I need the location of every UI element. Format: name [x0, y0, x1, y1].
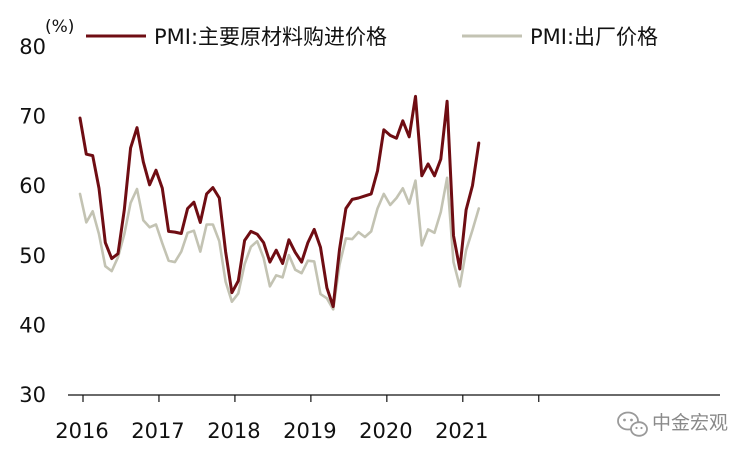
legend: PMI:主要原材料购进价格 PMI:出厂价格: [86, 25, 658, 49]
y-tick-label: 50: [19, 244, 46, 268]
y-tick-label: 80: [19, 35, 46, 59]
x-tick-label: 2020: [359, 419, 412, 443]
x-tick-label: 2016: [55, 419, 108, 443]
x-tick-label: 2017: [131, 419, 184, 443]
y-axis: 30 40 50 60 70 80: [19, 35, 46, 407]
series-line-input-price: [78, 94, 481, 309]
legend-label: PMI:出厂价格: [530, 25, 658, 49]
series-line-output-price: [78, 176, 481, 311]
y-tick-label: 40: [19, 313, 46, 337]
y-tick-label: 30: [19, 383, 46, 407]
wechat-icon: [617, 411, 648, 437]
legend-label: PMI:主要原材料购进价格: [154, 25, 387, 49]
watermark: 中金宏观: [617, 411, 728, 437]
y-tick-label: 60: [19, 174, 46, 198]
x-tick-label: 2018: [207, 419, 260, 443]
x-axis: 2016 2017 2018 2019 2020 2021: [55, 394, 720, 443]
x-tick-label: 2021: [435, 419, 488, 443]
watermark-text: 中金宏观: [652, 412, 728, 434]
x-tick-label: 2019: [283, 419, 336, 443]
y-tick-label: 70: [19, 105, 46, 129]
y-axis-unit-label: (%): [45, 17, 74, 37]
series-lines: [78, 94, 481, 311]
